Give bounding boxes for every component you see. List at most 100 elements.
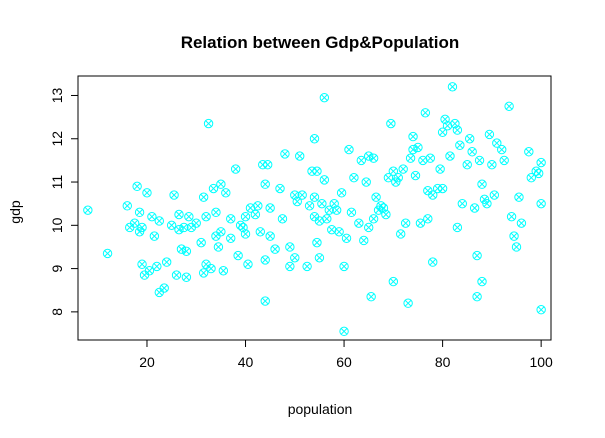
data-point [388,166,399,176]
data-point [149,231,160,241]
data-point [447,82,458,92]
data-point [216,227,226,237]
data-point [425,153,435,163]
data-point [312,237,322,248]
data-point [198,268,209,278]
data-point [312,166,322,176]
data-point [265,231,275,241]
x-axis: 20 40 60 80 100 [139,339,553,370]
data-point [243,259,253,269]
data-point [516,218,527,228]
data-point [83,205,93,215]
data-point [169,190,179,200]
data-point [465,134,475,144]
point-layer [83,82,546,337]
data-point [166,220,177,231]
data-point [226,233,236,243]
data-point [211,207,221,218]
data-point [302,261,312,272]
data-point [445,151,455,161]
data-point [472,250,482,261]
data-point [506,211,517,222]
data-point [327,224,337,235]
data-point [413,142,423,153]
data-point [260,179,270,189]
data-point [137,259,147,269]
data-point [346,207,357,218]
data-point [201,211,211,222]
data-point [319,92,330,103]
data-point [477,179,487,189]
y-tick-label: 9 [49,264,65,272]
data-point [462,160,472,170]
data-point [474,155,485,166]
data-point [245,203,256,213]
data-point [218,266,229,276]
data-point [511,242,522,252]
data-point [270,244,280,254]
data-point [275,183,285,194]
data-point [240,229,251,239]
y-tick-label: 12 [49,131,65,147]
data-point [152,261,162,272]
data-point [383,173,394,183]
data-point [432,183,443,194]
data-point [154,216,164,226]
data-point [452,222,463,233]
data-point [356,155,367,166]
y-tick-label: 8 [49,308,65,316]
data-point [405,153,416,163]
data-point [260,296,270,306]
data-point [304,201,315,211]
data-point [134,207,145,218]
data-point [297,190,307,200]
x-tick-label: 40 [238,354,254,370]
x-tick-label: 20 [139,354,155,370]
data-point [206,263,216,274]
data-point [216,179,226,189]
data-point [536,305,546,315]
data-point [472,292,482,302]
data-point [174,224,184,235]
data-point [533,168,544,179]
data-point [319,175,330,185]
data-point [277,214,288,224]
data-point [233,250,243,261]
data-point [230,164,241,174]
data-point [344,144,354,155]
data-point [381,209,391,220]
data-point [469,203,480,213]
data-point [262,160,273,170]
data-point [386,118,396,129]
data-point [181,246,192,256]
data-point [171,270,182,280]
data-point [174,209,184,220]
data-point [336,188,347,198]
data-point [418,155,428,166]
data-point [408,144,418,155]
data-point [292,196,302,207]
data-point [354,218,364,228]
data-point [102,248,113,259]
data-point [437,183,448,194]
data-point [260,255,270,265]
data-point [455,140,465,150]
data-point [437,127,448,137]
data-point [410,170,421,181]
data-point [159,283,169,293]
data-point [314,216,325,226]
data-point [144,266,155,276]
data-point [314,253,325,263]
data-point [398,164,408,174]
data-point [137,222,147,233]
data-point [497,144,507,155]
data-point [499,155,509,166]
y-tick-label: 11 [49,175,65,190]
data-point [331,205,342,215]
data-point [198,192,209,202]
x-axis-label: population [288,401,353,417]
data-point [408,131,418,142]
data-point [363,222,374,233]
data-point [221,188,231,198]
